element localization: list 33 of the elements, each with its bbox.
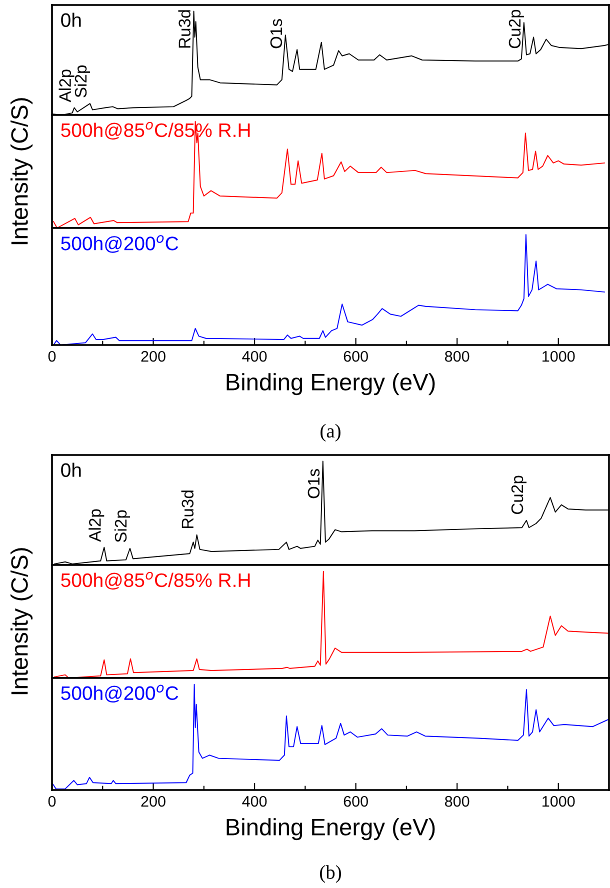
x-tick-label: 0	[48, 796, 56, 807]
x-tick-label: 1000	[542, 796, 575, 807]
annotation: Cu2p	[508, 10, 524, 48]
x-tick-label: 1000	[542, 350, 575, 362]
annotation: O1s	[270, 19, 282, 48]
text: 0h	[61, 462, 81, 477]
x-tick-label: 400	[242, 796, 267, 807]
annotation: Ru3d	[181, 490, 194, 528]
annotation: Al2p	[88, 509, 104, 542]
x-tick-label: 800	[445, 796, 470, 807]
x-axis-title: Binding Energy (eV)	[226, 373, 435, 396]
annotation: Ru3d	[178, 10, 190, 48]
x-tick-label: 400	[242, 350, 267, 362]
text: 500h@200$^{o}$C	[61, 235, 178, 253]
annotation: Al2p	[58, 70, 74, 102]
x-tick-label: 200	[141, 350, 166, 362]
annotation: O1s	[308, 469, 320, 498]
series-label: 500h@200$^{o}$C	[61, 684, 178, 703]
x-tick-label: 600	[344, 350, 368, 362]
x-tick-label: 0	[48, 350, 56, 362]
y-axis-title: Intensity (C/S)	[10, 548, 33, 694]
x-tick-label: 800	[445, 350, 470, 362]
text: 500h@85$^{o}$C/85% R.H	[61, 572, 250, 590]
annotation: Si2p	[74, 65, 90, 98]
text: (b)	[320, 865, 341, 883]
text: (a)	[320, 424, 340, 442]
x-axis-title: Binding Energy (eV)	[226, 818, 435, 840]
text: 0h	[61, 12, 81, 27]
x-tick-label: 600	[344, 796, 368, 807]
annotation: Si2p	[114, 510, 130, 542]
y-axis-title: Intensity (C/S)	[10, 98, 33, 244]
annotation: Cu2p	[511, 476, 526, 514]
x-tick-label: 200	[141, 796, 166, 807]
